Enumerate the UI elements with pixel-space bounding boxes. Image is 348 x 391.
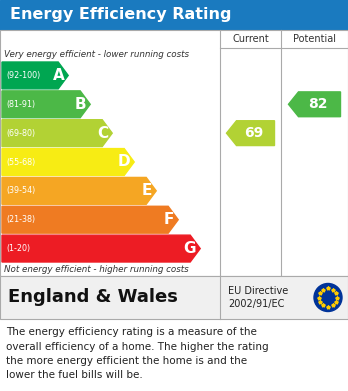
Text: Potential: Potential xyxy=(293,34,336,44)
Text: G: G xyxy=(184,241,196,256)
Text: 82: 82 xyxy=(308,97,327,111)
Circle shape xyxy=(314,283,342,312)
Text: the more energy efficient the home is and the: the more energy efficient the home is an… xyxy=(6,356,247,366)
Text: (39-54): (39-54) xyxy=(6,187,35,196)
Text: Current: Current xyxy=(232,34,269,44)
Polygon shape xyxy=(2,62,68,89)
Text: (1-20): (1-20) xyxy=(6,244,30,253)
Bar xyxy=(0,276,348,319)
Text: The energy efficiency rating is a measure of the: The energy efficiency rating is a measur… xyxy=(6,327,257,337)
Text: Not energy efficient - higher running costs: Not energy efficient - higher running co… xyxy=(4,265,189,274)
Text: C: C xyxy=(97,126,108,141)
Text: B: B xyxy=(74,97,86,112)
Bar xyxy=(0,30,348,276)
Polygon shape xyxy=(2,120,112,147)
Text: 69: 69 xyxy=(244,126,263,140)
Text: F: F xyxy=(164,212,174,227)
Text: E: E xyxy=(142,183,152,198)
Bar xyxy=(0,0,348,30)
Text: A: A xyxy=(53,68,64,83)
Polygon shape xyxy=(2,206,178,233)
Text: (55-68): (55-68) xyxy=(6,158,35,167)
Text: (81-91): (81-91) xyxy=(6,100,35,109)
Polygon shape xyxy=(2,178,156,204)
Text: (69-80): (69-80) xyxy=(6,129,35,138)
Text: lower the fuel bills will be.: lower the fuel bills will be. xyxy=(6,371,143,380)
Polygon shape xyxy=(2,235,200,262)
Text: (92-100): (92-100) xyxy=(6,71,40,80)
Text: 2002/91/EC: 2002/91/EC xyxy=(228,298,284,308)
Text: Very energy efficient - lower running costs: Very energy efficient - lower running co… xyxy=(4,50,189,59)
Polygon shape xyxy=(227,121,275,145)
Text: (21-38): (21-38) xyxy=(6,215,35,224)
Text: Energy Efficiency Rating: Energy Efficiency Rating xyxy=(10,7,231,23)
Text: EU Directive: EU Directive xyxy=(228,287,288,296)
Text: overall efficiency of a home. The higher the rating: overall efficiency of a home. The higher… xyxy=(6,341,269,352)
Polygon shape xyxy=(2,149,134,176)
Polygon shape xyxy=(2,91,90,118)
Text: D: D xyxy=(118,154,130,170)
Text: England & Wales: England & Wales xyxy=(8,289,178,307)
Polygon shape xyxy=(288,92,340,117)
